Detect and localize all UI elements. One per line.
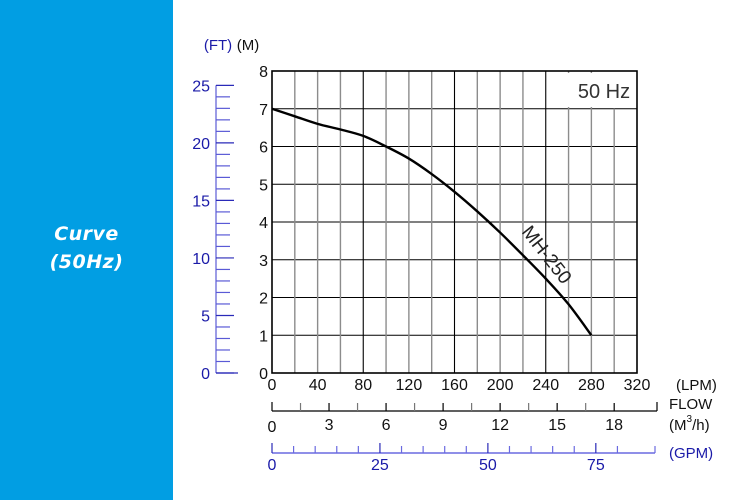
svg-text:12: 12	[491, 417, 509, 434]
svg-text:0: 0	[268, 457, 277, 474]
svg-text:18: 18	[605, 417, 623, 434]
svg-text:9: 9	[439, 417, 448, 434]
svg-text:6: 6	[382, 417, 391, 434]
svg-text:0: 0	[259, 366, 268, 383]
freq-label: 50 Hz	[578, 81, 630, 103]
svg-text:40: 40	[309, 377, 327, 394]
svg-text:5: 5	[259, 177, 268, 194]
sidebar-panel: Curve (50Hz)	[0, 0, 173, 500]
svg-text:20: 20	[192, 136, 210, 153]
plot-grid	[271, 70, 638, 374]
svg-text:240: 240	[532, 377, 559, 394]
sidebar-title: Curve (50Hz)	[0, 220, 173, 276]
svg-text:280: 280	[578, 377, 605, 394]
svg-text:5: 5	[201, 308, 210, 325]
svg-text:15: 15	[548, 417, 566, 434]
svg-text:10: 10	[192, 251, 210, 268]
x-axis-m3h-scale: 0 3 6 9 12 15 18	[268, 402, 658, 436]
svg-text:15: 15	[192, 193, 210, 210]
svg-text:200: 200	[487, 377, 514, 394]
x-unit-gpm: (GPM)	[669, 445, 713, 462]
svg-text:3: 3	[325, 417, 334, 434]
svg-text:25: 25	[371, 457, 389, 474]
svg-text:25: 25	[192, 78, 210, 95]
svg-text:320: 320	[624, 377, 651, 394]
mh250-curve	[271, 107, 593, 336]
x-axis-lpm-labels: 0 40 80 120 160 200 240 280 320	[268, 377, 651, 394]
y-axis-ft-scale: 0 5 10 15 20 25	[192, 78, 238, 383]
flow-label: FLOW	[669, 396, 713, 413]
x-unit-lpm: (LPM)	[676, 377, 717, 394]
svg-text:3: 3	[259, 253, 268, 270]
svg-text:0: 0	[268, 377, 277, 394]
y-unit-ft: (FT)	[204, 37, 232, 54]
x-unit-m3h: (M3/h)	[669, 414, 710, 434]
sidebar-title-line2: (50Hz)	[49, 251, 124, 273]
x-axis-gpm-scale: 0 25 50 75	[268, 443, 656, 474]
sidebar-title-line1: Curve	[54, 223, 119, 245]
svg-text:160: 160	[441, 377, 468, 394]
svg-text:80: 80	[354, 377, 372, 394]
y-unit-m: (M)	[237, 37, 260, 54]
svg-text:50: 50	[479, 457, 497, 474]
svg-text:0: 0	[201, 366, 210, 383]
svg-text:0: 0	[268, 419, 277, 436]
svg-text:75: 75	[587, 457, 605, 474]
freq-label-box	[556, 73, 636, 107]
svg-text:4: 4	[259, 215, 268, 232]
svg-text:120: 120	[396, 377, 423, 394]
svg-text:7: 7	[259, 102, 268, 119]
svg-text:1: 1	[259, 328, 268, 345]
svg-text:2: 2	[259, 291, 268, 308]
svg-text:8: 8	[259, 64, 268, 81]
svg-text:6: 6	[259, 140, 268, 157]
y-axis-m-labels: 0 1 2 3 4 5 6 7 8	[259, 64, 268, 383]
